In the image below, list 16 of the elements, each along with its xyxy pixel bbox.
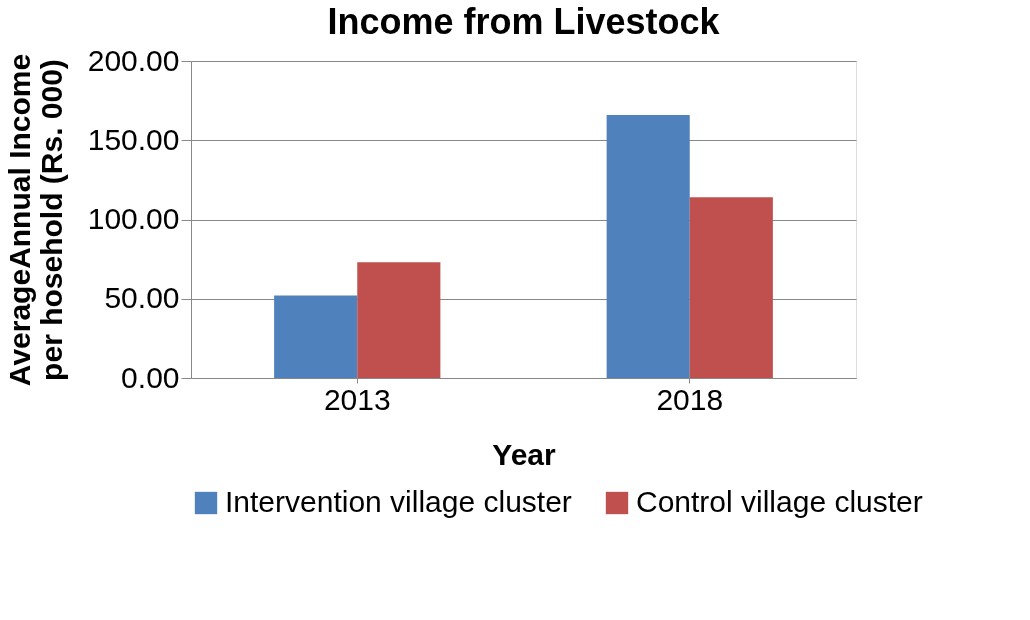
bar: [274, 295, 358, 378]
y-tick-label: 0.00: [121, 360, 180, 394]
y-axis-title: AverageAnnual Income per hosehold (Rs. 000): [2, 53, 68, 387]
legend-label: Intervention village cluster: [225, 485, 572, 518]
x-tick-label: 2018: [656, 382, 724, 416]
x-axis-title: Year: [492, 437, 557, 471]
legend-label: Control village cluster: [636, 485, 923, 518]
y-tick-label: 100.00: [87, 202, 180, 235]
y-tick-label: 50.00: [104, 281, 180, 315]
chart-title: Income from Livestock: [327, 1, 721, 42]
x-tick-label: 2013: [323, 382, 391, 416]
y-tick-label: 150.00: [87, 122, 180, 156]
bar: [357, 262, 441, 378]
y-tick-label: 200.00: [87, 43, 180, 77]
bar: [689, 197, 773, 378]
bar: [606, 114, 690, 378]
